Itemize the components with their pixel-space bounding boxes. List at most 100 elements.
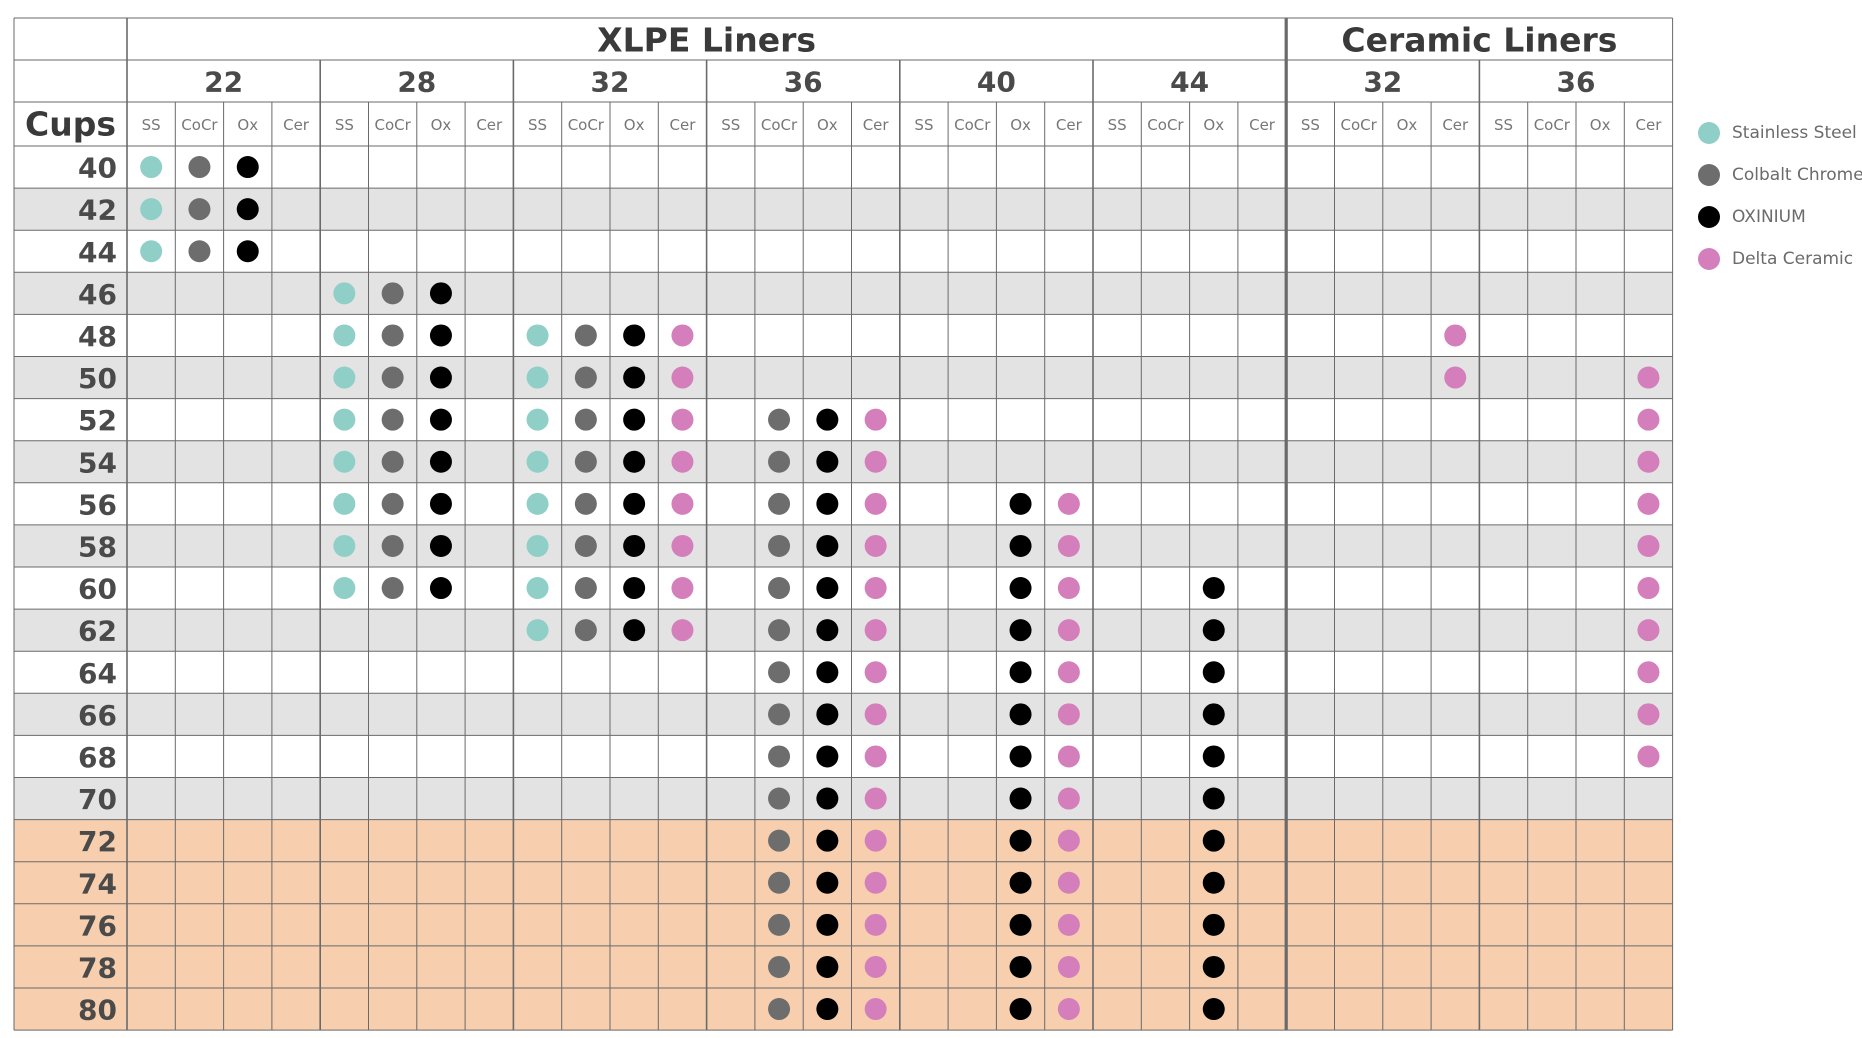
availability-dot (1057, 661, 1080, 684)
availability-dot (671, 492, 694, 515)
cup-label: 46 (78, 278, 117, 311)
material-header: Cer (1056, 116, 1083, 134)
availability-dot (1009, 998, 1032, 1021)
availability-dot (1637, 745, 1660, 768)
material-header: SS (914, 116, 933, 134)
availability-dot (816, 408, 839, 431)
material-header: Ox (1590, 116, 1611, 134)
availability-dot (333, 534, 356, 557)
availability-dot (816, 787, 839, 810)
legend-item-oxinium: OXINIUM (1698, 196, 1862, 238)
size-header: 36 (784, 66, 823, 99)
availability-dot (1009, 703, 1032, 726)
material-header: Ox (237, 116, 258, 134)
availability-dot (623, 492, 646, 515)
availability-dot (864, 913, 887, 936)
legend: Stainless Steel Colbalt Chrome OXINIUM D… (1698, 112, 1862, 280)
availability-dot (816, 955, 839, 978)
availability-dot (1202, 871, 1225, 894)
cup-label: 80 (78, 994, 117, 1027)
availability-dot (188, 240, 211, 263)
availability-dot (1057, 619, 1080, 642)
availability-dot (768, 745, 791, 768)
row-background (14, 861, 1673, 904)
material-header: Ox (1203, 116, 1224, 134)
row-background (14, 651, 1673, 694)
availability-dot (671, 577, 694, 600)
row-background (14, 398, 1673, 441)
material-header: SS (335, 116, 354, 134)
availability-dot (333, 324, 356, 347)
availability-dot (768, 619, 791, 642)
availability-dot (381, 408, 404, 431)
cup-label: 60 (78, 573, 117, 606)
group-header: XLPE Liners (597, 21, 816, 60)
availability-dot (816, 450, 839, 473)
availability-dot (1637, 619, 1660, 642)
availability-dot (623, 408, 646, 431)
cup-label: 78 (78, 951, 117, 984)
availability-dot (864, 745, 887, 768)
availability-dot (1009, 955, 1032, 978)
availability-dot (623, 619, 646, 642)
availability-dot (333, 408, 356, 431)
cup-label: 74 (78, 867, 117, 900)
material-header: Cer (476, 116, 503, 134)
availability-dot (526, 619, 549, 642)
availability-dot (864, 577, 887, 600)
availability-dot (381, 366, 404, 389)
row-background (14, 903, 1673, 946)
row-background (14, 356, 1673, 399)
row-background (14, 819, 1673, 862)
availability-dot (768, 998, 791, 1021)
availability-dot (816, 829, 839, 852)
availability-dot (574, 408, 597, 431)
availability-dot (140, 240, 163, 263)
availability-dot (188, 156, 211, 179)
row-background (14, 440, 1673, 483)
row-background (14, 230, 1673, 273)
availability-dot (236, 240, 259, 263)
legend-label: Delta Ceramic (1732, 249, 1854, 269)
cobalt-chrome-dot-icon (1698, 164, 1720, 186)
availability-dot (381, 577, 404, 600)
availability-dot (768, 913, 791, 936)
availability-dot (768, 787, 791, 810)
row-background (14, 945, 1673, 988)
availability-dot (1009, 871, 1032, 894)
availability-dot (864, 829, 887, 852)
row-background (14, 567, 1673, 610)
availability-dot (1202, 913, 1225, 936)
cup-label: 50 (78, 362, 117, 395)
availability-dot (1057, 703, 1080, 726)
availability-dot (768, 955, 791, 978)
availability-dot (429, 408, 452, 431)
row-background (14, 693, 1673, 736)
material-header: Cer (283, 116, 310, 134)
cup-label: 42 (78, 194, 117, 227)
row-background (14, 609, 1673, 652)
availability-dot (1057, 998, 1080, 1021)
material-header: CoCr (1147, 116, 1184, 134)
cup-label: 62 (78, 615, 117, 648)
availability-dot (623, 366, 646, 389)
availability-dot (1202, 661, 1225, 684)
stainless-steel-dot-icon (1698, 122, 1720, 144)
cup-label: 58 (78, 530, 117, 563)
availability-dot (381, 492, 404, 515)
availability-dot (1637, 366, 1660, 389)
availability-dot (526, 366, 549, 389)
legend-label: Stainless Steel (1732, 123, 1857, 143)
cup-label: 76 (78, 909, 117, 942)
availability-dot (1202, 998, 1225, 1021)
cup-label: 68 (78, 741, 117, 774)
availability-dot (333, 450, 356, 473)
availability-dot (429, 492, 452, 515)
availability-dot (864, 703, 887, 726)
availability-dot (1637, 661, 1660, 684)
availability-dot (1009, 534, 1032, 557)
availability-dot (768, 492, 791, 515)
availability-dot (574, 324, 597, 347)
availability-dot (768, 534, 791, 557)
availability-dot (1009, 787, 1032, 810)
